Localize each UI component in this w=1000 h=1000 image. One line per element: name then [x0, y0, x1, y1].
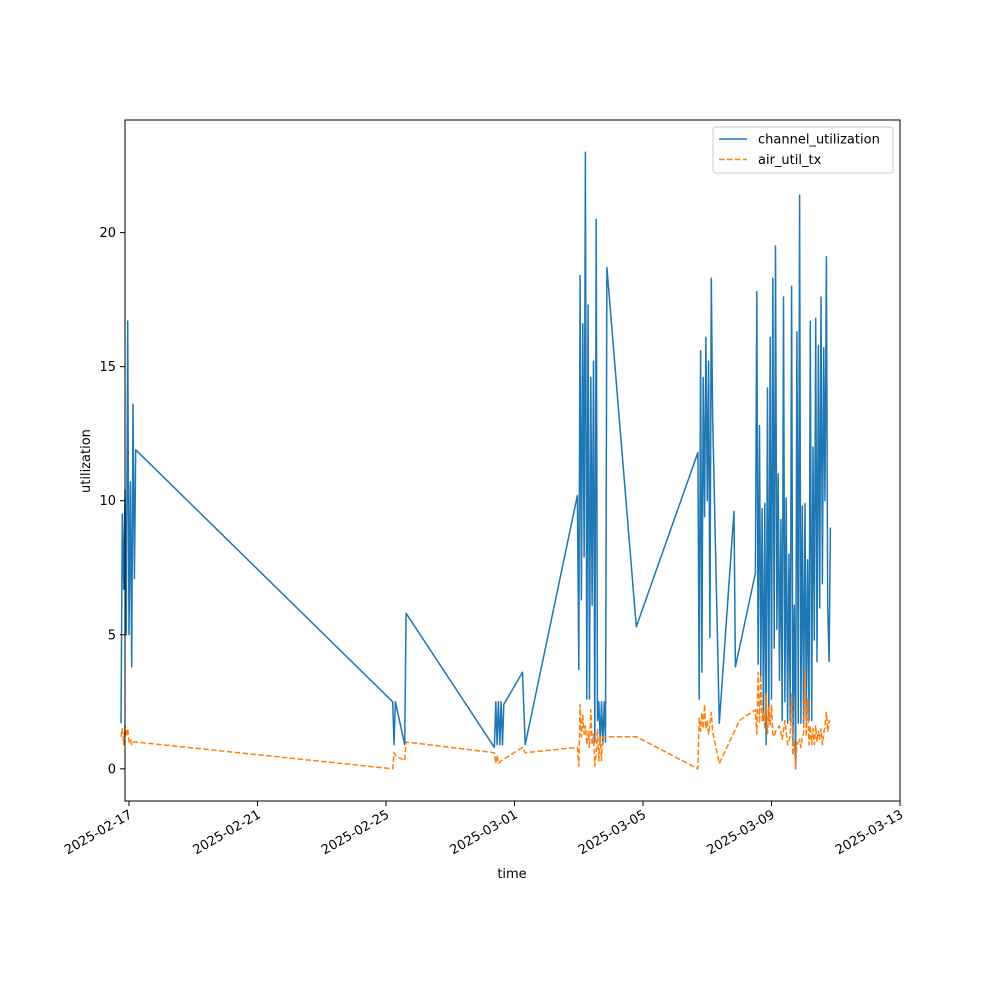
y-tick-label: 15 [99, 360, 116, 375]
legend: channel_utilization air_util_tx [712, 126, 894, 174]
y-tick-label: 20 [99, 226, 116, 241]
legend-box [712, 126, 894, 174]
plot-series [120, 151, 832, 770]
series-line-air-util-tx [120, 668, 832, 770]
x-axis-label: time [497, 867, 526, 882]
y-axis: 0 5 10 15 20 [99, 226, 125, 777]
y-tick-label: 5 [108, 628, 116, 643]
legend-label: air_util_tx [758, 153, 822, 168]
legend-label: channel_utilization [758, 133, 880, 148]
y-tick-label: 0 [108, 762, 116, 777]
plot-frame [124, 119, 901, 802]
y-axis-label: utilization [79, 429, 94, 493]
series-line-channel-utilization [120, 151, 832, 770]
y-tick-label: 10 [99, 494, 116, 509]
